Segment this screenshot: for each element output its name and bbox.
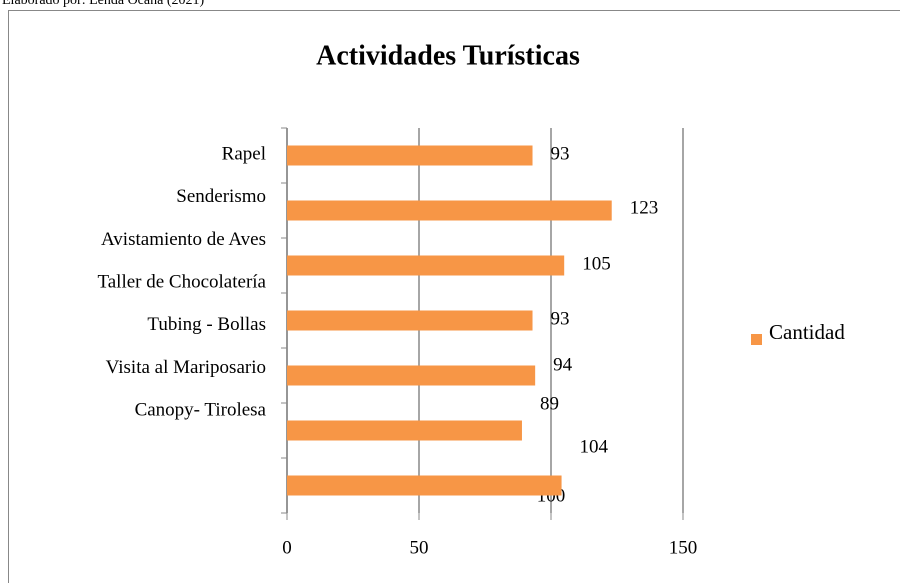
- value-label: 94: [553, 354, 573, 375]
- value-label: 93: [551, 308, 570, 329]
- y-tick-label: Senderismo: [176, 186, 266, 207]
- y-tick-label: Avistamiento de Aves: [101, 229, 266, 250]
- bar: [287, 255, 565, 276]
- y-tick-label: Canopy- Tirolesa: [135, 400, 267, 421]
- value-label: 93: [551, 143, 570, 164]
- legend-swatch: [751, 334, 762, 345]
- y-tick-label: Taller de Chocolatería: [97, 271, 266, 292]
- x-tick-label: 150: [669, 537, 698, 558]
- y-tick-label: Visita al Mariposario: [106, 357, 266, 378]
- bar: [287, 365, 536, 386]
- bar: [287, 475, 562, 496]
- bar: [287, 145, 533, 166]
- value-label: 104: [580, 436, 609, 457]
- x-tick-label: 50: [410, 537, 429, 558]
- x-tick-label: 0: [282, 537, 292, 558]
- bar: [287, 200, 612, 221]
- legend-label: Cantidad: [769, 320, 845, 344]
- bar: [287, 420, 522, 441]
- y-tick-label: Tubing - Bollas: [147, 314, 266, 335]
- value-label: 89: [540, 393, 559, 414]
- chart-title: Actividades Turísticas: [316, 40, 580, 71]
- y-tick-label: Rapel: [222, 143, 266, 164]
- bar: [287, 310, 533, 331]
- value-label: 105: [582, 253, 611, 274]
- value-label: 123: [630, 197, 659, 218]
- source-note: Elaborado por: Lenda Ocaña (2021): [2, 0, 204, 8]
- chart-border: [8, 10, 900, 583]
